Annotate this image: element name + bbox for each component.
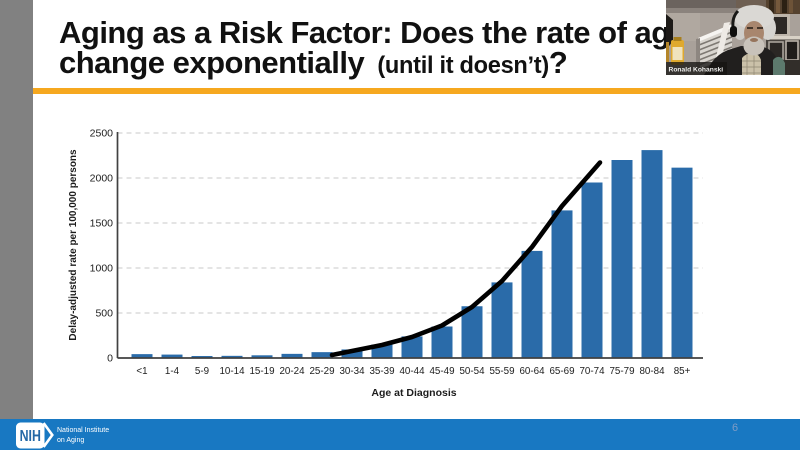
svg-text:2000: 2000 (90, 173, 114, 185)
svg-text:NIH: NIH (20, 428, 41, 445)
svg-text:80-84: 80-84 (639, 366, 665, 377)
svg-text:2500: 2500 (90, 128, 114, 140)
svg-text:35-39: 35-39 (369, 366, 394, 377)
svg-text:75-79: 75-79 (609, 366, 634, 377)
svg-text:65-69: 65-69 (549, 366, 574, 377)
svg-text:Age at Diagnosis: Age at Diagnosis (371, 387, 456, 399)
svg-text:45-49: 45-49 (429, 366, 454, 377)
svg-text:Delay-adjusted rate per 100,00: Delay-adjusted rate per 100,000 persons (68, 149, 79, 341)
svg-text:40-44: 40-44 (399, 366, 425, 377)
svg-text:85+: 85+ (674, 366, 691, 377)
svg-text:1000: 1000 (90, 263, 114, 275)
svg-text:15-19: 15-19 (249, 366, 274, 377)
svg-text:25-29: 25-29 (309, 366, 334, 377)
svg-text:20-24: 20-24 (279, 366, 305, 377)
svg-text:1-4: 1-4 (165, 366, 180, 377)
svg-text:500: 500 (95, 308, 113, 320)
svg-text:70-74: 70-74 (579, 366, 605, 377)
svg-text:1500: 1500 (90, 218, 114, 230)
svg-text:Ronald Kohanski: Ronald Kohanski (669, 67, 724, 74)
svg-text:30-34: 30-34 (339, 366, 365, 377)
svg-text:5-9: 5-9 (195, 366, 209, 377)
svg-text:0: 0 (107, 353, 113, 365)
svg-text:10-14: 10-14 (219, 366, 245, 377)
svg-text:55-59: 55-59 (489, 366, 514, 377)
svg-text:60-64: 60-64 (519, 366, 545, 377)
svg-text:<1: <1 (136, 366, 147, 377)
svg-text:50-54: 50-54 (459, 366, 485, 377)
